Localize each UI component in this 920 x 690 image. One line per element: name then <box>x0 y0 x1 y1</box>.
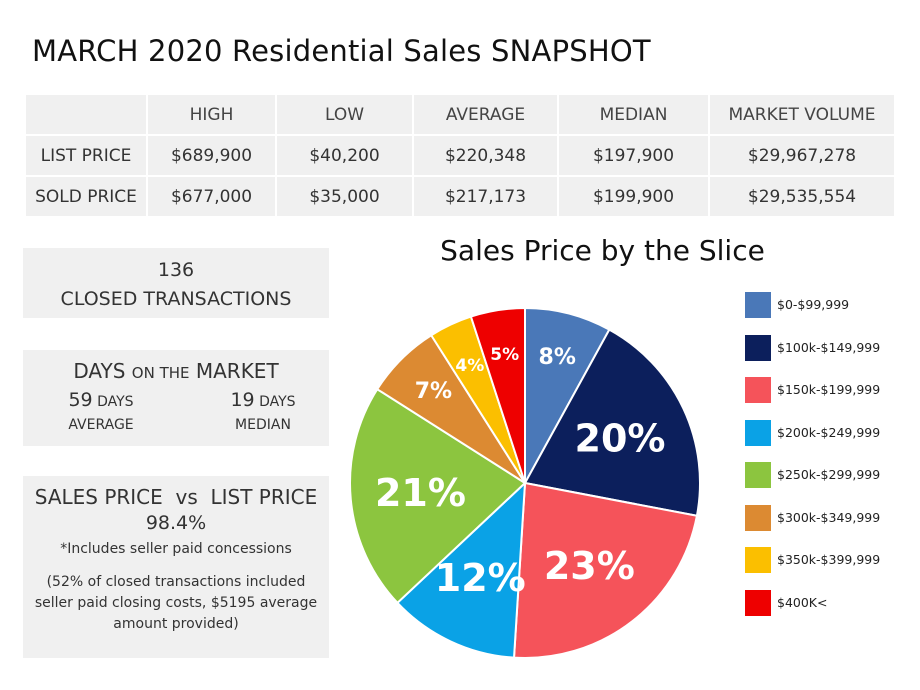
legend-swatch <box>745 334 771 361</box>
pie-slice <box>469 306 526 484</box>
table-row: LIST PRICE $689,900 $40,200 $220,348 $19… <box>26 136 894 175</box>
closed-label: CLOSED TRANSACTIONS <box>60 288 292 310</box>
sales-vs-list-box: SALES PRICE vs LIST PRICE 98.4% *Include… <box>23 476 329 658</box>
table-cell: $199,900 <box>559 177 708 216</box>
pie-slice-label: 5% <box>490 345 519 365</box>
table-cell: $29,967,278 <box>710 136 894 175</box>
days-on-market-values: 59 DAYS AVERAGE 19 DAYS MEDIAN <box>23 386 329 434</box>
closed-transactions-box: 136 CLOSED TRANSACTIONS <box>23 248 329 318</box>
legend-item: $400K< <box>745 589 905 618</box>
closing-costs-note: (52% of closed transactions included sel… <box>34 574 318 632</box>
pie-slice-label: 7% <box>415 379 452 404</box>
table-header-cell: AVERAGE <box>414 95 557 134</box>
legend-item: $0-$99,999 <box>745 292 905 320</box>
table-cell: $217,173 <box>414 177 557 216</box>
table-header-cell <box>26 95 146 134</box>
legend-label: $350k-$399,999 <box>777 552 881 567</box>
table-cell: $220,348 <box>414 136 557 175</box>
pie-slice <box>349 387 527 605</box>
legend-swatch <box>745 547 771 573</box>
pie-slice-label: 21% <box>375 471 466 515</box>
median-days-label: MEDIAN <box>235 417 291 433</box>
days-on-market-title: DAYS ON THE MARKET <box>23 358 329 386</box>
average-days-unit: DAYS <box>92 394 134 410</box>
pie-slice-label: 4% <box>455 356 484 376</box>
table-cell: $29,535,554 <box>710 177 894 216</box>
average-days: 59 DAYS AVERAGE <box>41 388 161 436</box>
legend-swatch <box>745 462 771 488</box>
table-header-row: HIGH LOW AVERAGE MEDIAN MARKET VOLUME <box>26 95 894 134</box>
legend-item: $100k-$149,999 <box>745 334 905 363</box>
concessions-note: *Includes seller paid concessions <box>60 541 292 557</box>
pie-slice-label: 23% <box>544 544 635 588</box>
table-row-label: LIST PRICE <box>26 136 146 175</box>
legend-item: $200k-$249,999 <box>745 419 905 448</box>
legend-item: $150k-$199,999 <box>745 377 905 405</box>
table-header-cell: MEDIAN <box>559 95 708 134</box>
legend-item: $250k-$299,999 <box>745 462 905 490</box>
legend-label: $300k-$349,999 <box>777 509 881 525</box>
chart-title: Sales Price by the Slice <box>440 234 765 267</box>
dom-title-part: MARKET <box>189 359 279 383</box>
sales-vs-list-value: 98.4% <box>145 512 207 534</box>
pie-slice <box>512 481 699 659</box>
table-header-cell: MARKET VOLUME <box>710 95 894 134</box>
table-header-cell: LOW <box>277 95 412 134</box>
table-cell: $197,900 <box>559 136 708 175</box>
average-days-label: AVERAGE <box>68 417 134 433</box>
median-days-value: 19 <box>230 389 255 411</box>
closed-count: 136 <box>157 259 195 281</box>
legend-label: $0-$99,999 <box>777 297 850 312</box>
legend-swatch <box>745 504 771 531</box>
legend-label: $250k-$299,999 <box>777 467 881 482</box>
days-on-market-box: DAYS ON THE MARKET 59 DAYS AVERAGE 19 DA… <box>23 350 329 446</box>
legend-swatch <box>745 377 771 403</box>
dom-title-part: DAYS <box>73 359 132 383</box>
legend-swatch <box>745 419 771 446</box>
table-row-label: SOLD PRICE <box>26 177 146 216</box>
table-cell: $689,900 <box>148 136 275 175</box>
average-days-value: 59 <box>68 389 93 411</box>
table-cell: $35,000 <box>277 177 412 216</box>
pie-slice <box>523 328 701 517</box>
pie-slice-label: 20% <box>575 416 666 460</box>
legend-swatch <box>745 589 771 616</box>
sales-vs-list-title: SALES PRICE vs LIST PRICE <box>34 485 318 509</box>
pie-slice-label: 12% <box>435 556 526 600</box>
pie-slice <box>396 480 527 659</box>
legend-label: $100k-$149,999 <box>777 339 881 355</box>
legend-swatch <box>745 292 771 318</box>
legend-label: $200k-$249,999 <box>777 424 881 440</box>
legend-label: $150k-$199,999 <box>777 382 881 397</box>
median-days-unit: DAYS <box>254 394 296 410</box>
table-cell: $40,200 <box>277 136 412 175</box>
table-cell: $677,000 <box>148 177 275 216</box>
legend-label: $400K< <box>777 594 828 610</box>
price-stats-table: HIGH LOW AVERAGE MEDIAN MARKET VOLUME LI… <box>24 93 896 218</box>
table-header-cell: HIGH <box>148 95 275 134</box>
table-row: SOLD PRICE $677,000 $35,000 $217,173 $19… <box>26 177 894 216</box>
dom-title-part: ON THE <box>131 364 190 382</box>
median-days: 19 DAYS MEDIAN <box>213 388 313 436</box>
page-title: MARCH 2020 Residential Sales SNAPSHOT <box>32 34 651 68</box>
legend-item: $300k-$349,999 <box>745 504 905 533</box>
legend-item: $350k-$399,999 <box>745 547 905 575</box>
pie-slice-label: 8% <box>539 345 576 370</box>
